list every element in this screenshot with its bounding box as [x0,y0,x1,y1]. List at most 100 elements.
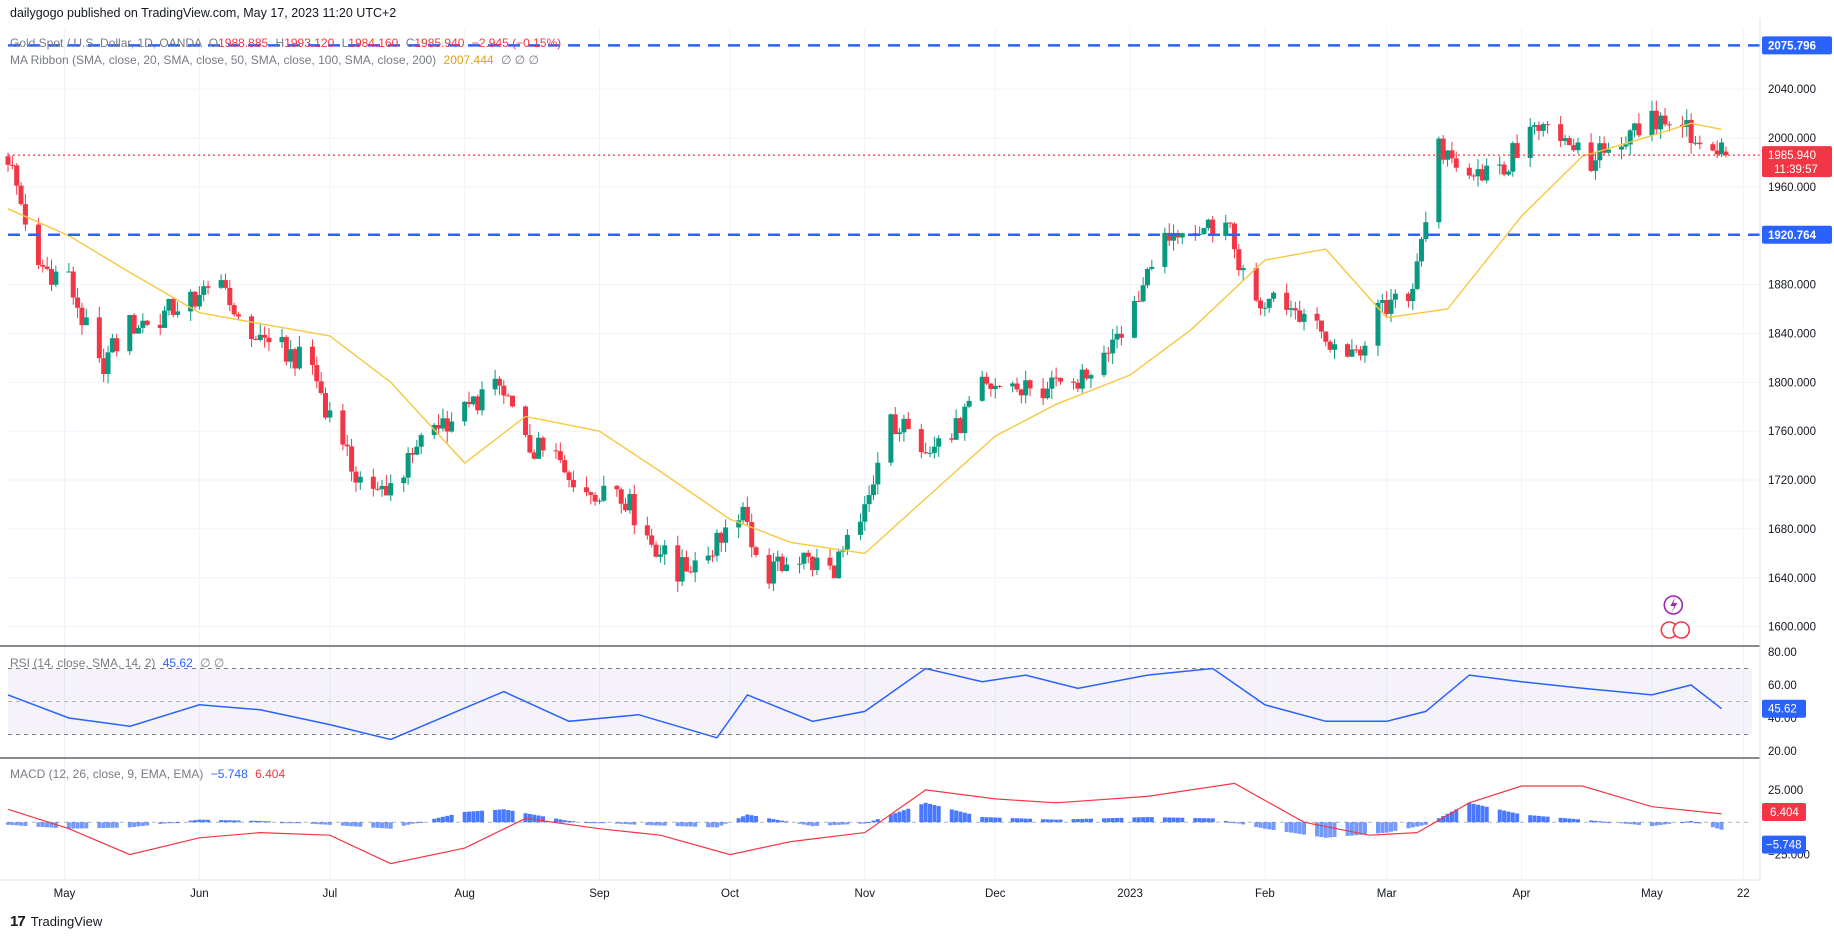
macd-histogram-bar [1014,818,1019,823]
candle-up [1388,299,1394,314]
macd-histogram-bar [888,814,893,823]
macd-histogram-bar [1380,822,1385,833]
price-tick-label: 1680.000 [1768,524,1816,536]
macd-histogram-bar [567,820,572,823]
macd-histogram-bar [436,817,441,823]
candle-down [949,438,955,440]
time-tick-label: Mar [1377,888,1397,900]
macd-histogram-bar [1284,822,1289,832]
macd-histogram-bar [388,822,393,829]
macd-histogram-bar [993,817,998,823]
rsi-value: 45.62 [162,656,193,670]
rsi-value-label: 45.62 [1768,704,1797,716]
candle-up [936,438,942,447]
macd-histogram-bar [1663,822,1668,825]
price-tick-label: 1840.000 [1768,328,1816,340]
us-flag-icon[interactable] [1672,621,1691,639]
candle-up [279,337,285,343]
macd-histogram-bar [523,813,528,823]
candle-down [1071,381,1077,383]
candle-down [957,418,963,434]
candle-down [292,349,298,369]
candle-down [1292,308,1298,311]
macd-histogram-bar [136,822,141,827]
macd-histogram-bar [1315,822,1320,837]
macd-histogram-bar [97,822,102,829]
candle-up [479,389,485,411]
candle-up [1562,138,1568,141]
rsi-value-badge [1762,699,1806,718]
candle-down [623,503,629,511]
candle-down [1601,143,1607,153]
candle-down [1479,169,1485,181]
macd-histogram-bar [597,822,602,824]
macd-histogram-bar [75,822,80,829]
macd-histogram-bar [1536,815,1541,823]
candle-down [810,556,816,571]
macd-histogram-bar [201,819,206,823]
candle-down [1636,123,1642,136]
macd-histogram-bar [219,820,224,823]
candle-up [1201,228,1207,234]
candle-up [1271,292,1277,299]
candle-down [562,460,568,473]
macd-histogram-bar [527,813,532,823]
candle-down [779,556,785,572]
candle-up [870,484,876,496]
candle-up [862,504,868,522]
macd-histogram-bar [1589,820,1594,823]
price-tick-label: 1960.000 [1768,182,1816,194]
candle-down [614,485,620,490]
time-tick-label: Sep [589,888,609,900]
macd-histogram-bar [1115,817,1120,823]
macd-histogram-bar [949,809,954,823]
candle-up [66,271,72,273]
candle-up [1475,169,1481,177]
candle-down [918,429,924,453]
rsi-tick-label: 20.00 [1768,746,1797,758]
candle-down [466,401,472,405]
macd-histogram-bar [1484,806,1489,823]
candle-up [1627,130,1633,145]
candle-down [1136,300,1142,302]
macd-histogram-bar [1262,822,1267,829]
candle-down [1545,124,1551,126]
candle-down [318,381,324,394]
macd-histogram-bar [749,815,754,823]
candle-up [449,421,455,432]
macd-histogram-bar [723,822,728,824]
candle-down [349,446,355,472]
change-value: −2.945 (−0.15%) [471,36,562,50]
candle-up [1658,115,1664,130]
macd-histogram-bar [127,822,132,828]
rsi-tick-label: 60.00 [1768,680,1797,692]
macd-histogram-bar [1628,822,1633,825]
candle-up [1044,388,1050,399]
macd-histogram-bar [562,820,567,823]
candle-down [1227,222,1233,224]
macd-histogram-bar [845,822,850,825]
candle-up [783,564,789,572]
macd-histogram-bar [1567,818,1572,823]
candle-up [462,401,468,422]
candle-down [79,307,85,326]
candle-up [1379,300,1385,303]
candle-up [1575,142,1581,151]
macd-histogram-bar [166,822,171,824]
macd-histogram-bar [662,822,667,826]
macd-histogram-bar [501,809,506,823]
time-tick-label: Feb [1255,888,1275,900]
macd-histogram-bar [645,822,650,826]
price-tick-label: 1800.000 [1768,377,1816,389]
candle-up [875,462,881,485]
macd-histogram-bar [1680,822,1685,824]
macd-histogram-bar [480,810,485,823]
macd-histogram-bar [188,820,193,823]
candle-up [962,406,968,434]
macd-histogram-bar [984,817,989,823]
macd-histogram-bar [114,822,119,828]
candle-down [1571,145,1577,151]
candles [5,100,1729,592]
candle-up [470,396,476,405]
